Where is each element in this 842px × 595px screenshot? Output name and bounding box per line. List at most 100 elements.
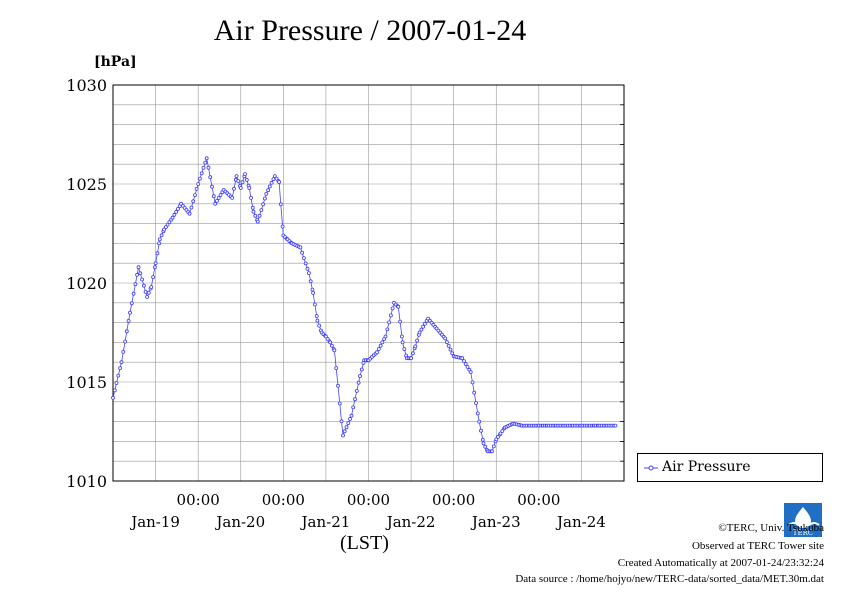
data-point [208, 175, 213, 180]
data-point [249, 195, 253, 200]
data-point [348, 417, 352, 421]
data-point [167, 220, 172, 225]
data-point [170, 215, 175, 220]
data-point [189, 205, 194, 210]
data-point [475, 411, 480, 416]
x-tick-label-date: Jan-22 [385, 513, 436, 531]
data-point [165, 222, 170, 227]
data-point [199, 171, 204, 176]
y-tick-label: 1015 [66, 373, 107, 392]
data-point [460, 356, 465, 361]
data-point [230, 195, 235, 200]
data-point [491, 444, 496, 449]
data-point [216, 196, 221, 200]
data-point [116, 373, 121, 378]
data-point [278, 202, 283, 207]
data-point [470, 380, 475, 385]
data-point [498, 431, 503, 436]
data-point [232, 186, 236, 191]
data-point [465, 364, 470, 369]
y-tick-label: 1010 [66, 472, 107, 491]
data-point [193, 193, 197, 198]
data-point [149, 285, 154, 289]
data-point [146, 290, 151, 295]
data-point [196, 182, 201, 186]
data-point [269, 180, 274, 185]
data-point [128, 310, 132, 315]
x-tick-label-time: 00:00 [347, 491, 390, 509]
data-point [300, 250, 305, 255]
y-tick-label: 1025 [66, 175, 107, 194]
data-point [298, 245, 303, 250]
data-point [138, 271, 143, 276]
data-point [328, 340, 333, 345]
data-point [143, 289, 148, 294]
data-point [251, 209, 256, 214]
data-point [253, 213, 258, 218]
data-point [119, 360, 124, 365]
data-point [419, 327, 424, 332]
chart-title: Air Pressure / 2007-01-24 [213, 14, 527, 47]
y-tick-label: 1030 [66, 76, 107, 95]
data-point [450, 351, 455, 356]
data-point [266, 188, 271, 193]
data-point [480, 437, 485, 442]
data-point [280, 224, 285, 229]
data-point [236, 179, 241, 183]
data-point [375, 350, 379, 355]
data-point [210, 184, 214, 189]
data-point [157, 241, 162, 246]
data-point [153, 261, 158, 266]
legend-label: Air Pressure [662, 459, 751, 475]
data-point [145, 294, 150, 299]
data-point [472, 390, 477, 395]
data-point [201, 165, 206, 170]
series-line-air-pressure [112, 158, 616, 452]
data-point [396, 304, 401, 309]
x-tick-labels: 00:00 00:00 00:00 00:00 00:00 Jan-19 Jan-20 Jan… [129, 491, 606, 531]
data-point [351, 405, 356, 410]
data-point [272, 174, 277, 179]
data-point [380, 340, 385, 345]
data-point [274, 176, 279, 181]
x-tick-label-time: 00:00 [177, 491, 220, 509]
data-point [494, 437, 499, 442]
data-point [162, 227, 167, 232]
data-point [329, 343, 334, 348]
data-point [317, 323, 322, 328]
data-point [500, 429, 505, 433]
data-point [356, 380, 361, 385]
data-point [157, 237, 162, 242]
data-point [346, 421, 351, 426]
footer-source: Data source : /home/hojyo/new/TERC-data/… [515, 573, 824, 585]
data-point [211, 194, 216, 199]
data-point [123, 339, 127, 344]
footer-observed: Observed at TERC Tower site [691, 540, 824, 552]
data-point [206, 165, 211, 170]
data-point [376, 347, 381, 351]
data-point [388, 313, 393, 318]
data-point [483, 444, 488, 449]
data-point [194, 186, 199, 191]
data-point [409, 356, 414, 361]
data-point [141, 283, 146, 288]
data-point [174, 209, 179, 214]
data-point [415, 338, 420, 343]
data-point [383, 334, 388, 339]
data-point [354, 388, 359, 393]
data-point [613, 423, 618, 428]
data-point [358, 374, 362, 379]
data-point [490, 449, 494, 454]
data-point [479, 428, 483, 433]
data-point [398, 319, 403, 324]
data-point [390, 306, 395, 311]
data-point [191, 199, 196, 204]
y-tick-labels: 1010 1015 1020 1025 1030 [66, 76, 107, 491]
data-point [159, 233, 164, 238]
data-point [262, 196, 267, 201]
data-point [496, 434, 500, 439]
data-point [250, 205, 255, 210]
legend: Air Pressure [637, 453, 823, 482]
data-point [468, 370, 473, 375]
data-point [155, 251, 160, 256]
